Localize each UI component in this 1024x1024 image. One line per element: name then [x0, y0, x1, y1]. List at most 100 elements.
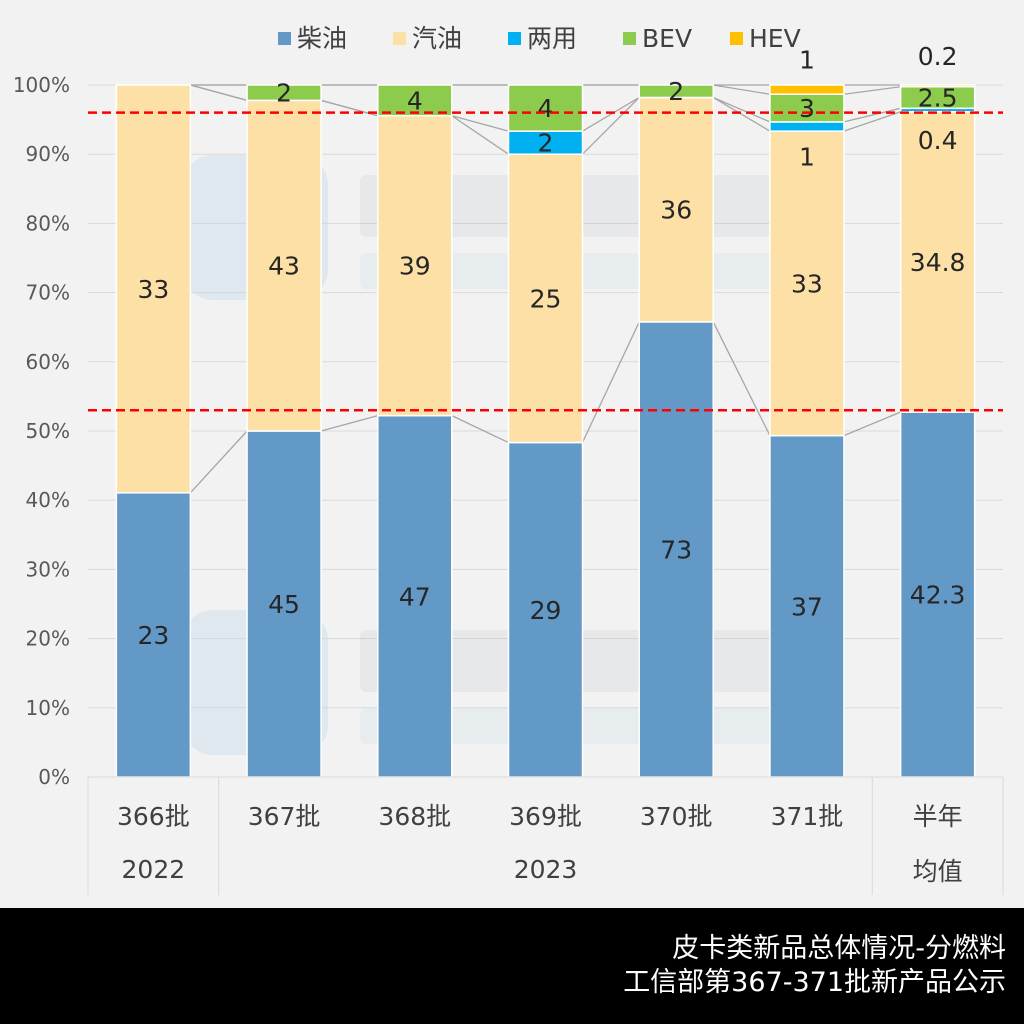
y-tick-label: 30% [26, 557, 70, 581]
bar-segment [246, 99, 322, 432]
y-tick-label: 90% [26, 142, 70, 166]
legend-swatch [730, 32, 743, 45]
data-label: 1 [799, 143, 815, 172]
x-tick-label: 369批 [509, 802, 582, 831]
bar-segment [769, 121, 845, 132]
series-line [451, 115, 509, 155]
watermark-tagline [360, 253, 835, 289]
footer-title: 皮卡类新品总体情况-分燃料 [672, 933, 1006, 964]
x-tick-label: 371批 [771, 802, 844, 831]
y-tick-label: 80% [26, 211, 70, 235]
x-tick-label: 均值 [913, 857, 963, 886]
data-label: 0.4 [918, 126, 958, 155]
bar-segment [115, 84, 192, 494]
series-line [713, 84, 771, 95]
data-label: 29 [530, 596, 562, 625]
data-label: 43 [268, 252, 300, 281]
series-line [843, 107, 901, 123]
bar-segment [899, 84, 976, 88]
legend-label: HEV [749, 24, 801, 53]
bar-segment [899, 411, 976, 778]
data-label: 36 [660, 196, 692, 225]
legend-swatch [393, 32, 406, 45]
series-line [712, 321, 771, 436]
data-label: 73 [660, 535, 692, 564]
bar-segment [769, 84, 845, 95]
series-line [581, 321, 640, 443]
series-line [190, 84, 248, 102]
data-label: 37 [791, 592, 823, 621]
y-tick-label: 50% [26, 419, 70, 443]
x-tick-label: 370批 [640, 802, 713, 831]
data-label: 3 [799, 94, 815, 123]
x-group-label: 2022 [122, 855, 186, 884]
data-label: 2 [538, 129, 554, 158]
x-tick-label: 366批 [117, 802, 190, 831]
series-line [582, 96, 640, 132]
watermark-wordmark [360, 630, 835, 692]
x-tick-label: 368批 [378, 802, 451, 831]
data-label: 25 [530, 284, 562, 313]
data-label: 42.3 [910, 581, 966, 610]
legend-label: 两用 [527, 24, 577, 53]
data-label: 39 [399, 252, 431, 281]
bar-segment [377, 414, 453, 778]
y-tick-label: 100% [13, 73, 70, 97]
data-label: 47 [399, 582, 431, 611]
legend-swatch [278, 32, 291, 45]
bar-segment [115, 492, 192, 778]
bar-segment [507, 441, 584, 778]
bar-segment [507, 153, 584, 444]
watermark-tagline [360, 708, 835, 744]
legend-label: BEV [642, 24, 692, 53]
series-line [320, 414, 378, 432]
x-group-label: 2023 [514, 855, 578, 884]
data-label: 1 [799, 46, 815, 75]
data-label: 45 [268, 590, 300, 619]
bar-segment [377, 115, 453, 417]
data-label: 33 [791, 269, 823, 298]
data-label: 33 [137, 275, 169, 304]
footer: 皮卡类新品总体情况-分燃料 工信部第367-371批新产品公示 [0, 908, 1024, 1024]
bar-segment [638, 84, 714, 99]
y-tick-label: 60% [26, 350, 70, 374]
stacked-bar-chart: 0%10%20%30%40%50%60%70%80%90%100%2333454… [13, 24, 1004, 895]
series-line [451, 415, 509, 444]
y-tick-label: 70% [26, 281, 70, 305]
y-tick-label: 10% [26, 696, 70, 720]
legend-label: 汽油 [412, 24, 462, 53]
y-tick-label: 0% [38, 765, 70, 789]
watermark-wordmark [360, 175, 835, 237]
x-tick-label: 367批 [248, 802, 321, 831]
series-line [712, 96, 771, 132]
bar-segment [899, 110, 976, 413]
series-line [712, 96, 771, 123]
legend-label: 柴油 [297, 24, 347, 53]
series-line [843, 411, 901, 437]
series-line [451, 115, 509, 132]
series-line [843, 111, 901, 132]
legend-swatch [623, 32, 636, 45]
data-label: 2.5 [918, 84, 958, 113]
bar-segment [769, 130, 845, 437]
bar-segment [246, 84, 322, 102]
data-label: 4 [407, 86, 423, 115]
data-label: 4 [538, 94, 554, 123]
series-line [582, 97, 640, 155]
legend-swatch [508, 32, 521, 45]
data-label: 34.8 [910, 248, 966, 277]
bar-segment [638, 96, 714, 323]
data-label: 0.2 [918, 42, 958, 71]
bar-segment [377, 84, 453, 117]
series-line [843, 86, 901, 95]
data-label: 2 [276, 79, 292, 108]
data-label: 2 [668, 77, 684, 106]
bar-segment [507, 84, 584, 132]
series-line [189, 430, 248, 494]
y-tick-label: 20% [26, 627, 70, 651]
y-tick-label: 40% [26, 488, 70, 512]
bar-segment [769, 93, 845, 123]
footer-source: 工信部第367-371批新产品公示 [623, 967, 1006, 998]
data-label: 23 [137, 621, 169, 650]
bar-segment [638, 321, 714, 778]
